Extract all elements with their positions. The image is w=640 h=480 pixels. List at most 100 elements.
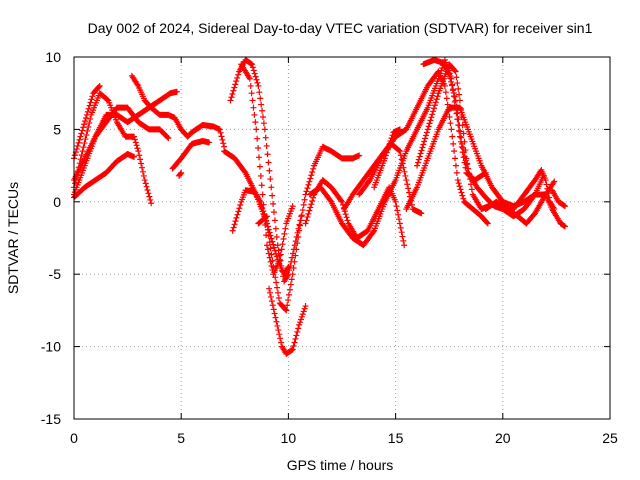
data-point	[268, 298, 275, 305]
series-track-r	[356, 140, 425, 217]
data-point	[230, 224, 237, 231]
data-point	[104, 96, 111, 103]
data-point	[270, 241, 277, 248]
data-point	[135, 148, 142, 155]
data-point	[270, 306, 277, 313]
data-point	[416, 153, 423, 160]
data-point	[309, 169, 316, 176]
data-point	[228, 94, 235, 101]
data-point	[306, 178, 313, 185]
data-point	[343, 214, 350, 221]
data-point	[139, 168, 146, 175]
data-point	[287, 262, 294, 269]
series-track-q	[341, 68, 491, 227]
data-point	[457, 105, 464, 112]
data-point	[365, 178, 372, 185]
data-point	[75, 139, 82, 146]
data-point	[253, 126, 260, 133]
data-point	[78, 130, 85, 137]
data-point	[247, 82, 254, 89]
data-point	[448, 82, 455, 89]
data-point	[300, 308, 307, 315]
y-tick-label: -15	[41, 411, 61, 427]
data-point	[300, 201, 307, 208]
data-point	[418, 147, 425, 154]
data-point	[271, 310, 278, 317]
data-point	[310, 165, 317, 172]
tick-labels: 0 5 10 15 20 25 -15 -10 -5 0 5 10	[41, 49, 618, 446]
y-tick-label: 10	[45, 49, 61, 65]
data-point	[464, 160, 471, 167]
data-point	[268, 251, 275, 258]
data-point	[131, 136, 138, 143]
data-point	[289, 203, 296, 210]
data-point	[434, 93, 441, 100]
data-point	[280, 236, 287, 243]
data-point	[342, 211, 349, 218]
data-point	[269, 302, 276, 309]
data-point	[267, 293, 274, 300]
data-point	[453, 103, 460, 110]
data-point	[327, 197, 334, 204]
data-point	[264, 151, 271, 158]
data-point	[82, 136, 89, 143]
data-point	[268, 235, 275, 242]
plot-frame	[73, 56, 611, 420]
data-point	[259, 113, 266, 120]
data-point	[460, 195, 467, 202]
data-point	[235, 208, 242, 215]
y-tick-label: 0	[53, 194, 61, 210]
data-point	[456, 127, 463, 134]
data-point	[250, 67, 257, 74]
data-point	[146, 193, 153, 200]
data-point	[256, 163, 263, 170]
data-point	[263, 214, 270, 221]
data-point	[250, 104, 257, 111]
data-point	[273, 233, 280, 240]
data-point	[254, 79, 261, 86]
data-point	[453, 110, 460, 117]
data-point	[272, 314, 279, 321]
data-point	[232, 218, 239, 225]
data-point	[425, 123, 432, 130]
data-point	[450, 140, 457, 147]
data-point	[254, 135, 261, 142]
data-point	[164, 134, 171, 141]
data-point	[263, 232, 270, 239]
data-point	[388, 135, 395, 142]
data-point	[235, 71, 242, 78]
data-point	[447, 120, 454, 127]
data-point	[301, 305, 308, 312]
data-point	[256, 89, 263, 96]
data-point	[252, 73, 259, 80]
data-point	[274, 284, 281, 291]
data-point	[80, 144, 87, 151]
data-point	[399, 233, 406, 240]
data-point	[287, 281, 294, 288]
data-point	[266, 167, 273, 174]
data-point	[420, 141, 427, 148]
data-point	[428, 114, 435, 121]
data-point	[81, 121, 88, 128]
data-point	[402, 172, 409, 179]
data-point	[396, 126, 403, 133]
data-point	[216, 126, 223, 133]
data-point	[433, 96, 440, 103]
data-point	[464, 165, 471, 172]
data-point	[400, 164, 407, 171]
data-point	[269, 257, 276, 264]
data-point	[462, 157, 469, 164]
data-point	[251, 111, 258, 118]
data-point	[165, 135, 172, 142]
data-point	[303, 188, 310, 195]
data-point	[173, 88, 180, 95]
data-point	[449, 133, 456, 140]
data-point	[531, 192, 538, 199]
data-point	[81, 140, 88, 147]
series-track-k	[238, 61, 296, 278]
data-point	[444, 101, 451, 108]
data-point	[96, 82, 103, 89]
series-track-l	[229, 143, 363, 314]
data-point	[397, 224, 404, 231]
